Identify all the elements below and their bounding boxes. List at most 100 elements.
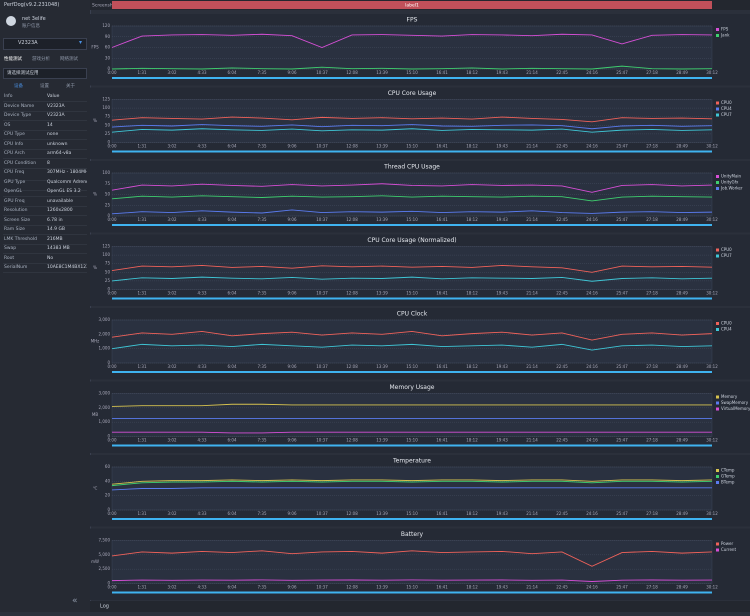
x-tick-label: 18:12 [466,217,478,222]
legend-label: BTemp [721,480,735,485]
info-row: LMK Threshold 216MB [3,235,87,245]
info-key: CPU Info [4,141,24,147]
y-tick-label: 75 [105,181,111,186]
x-tick-label: 13:39 [376,217,388,222]
plot-area [111,99,713,143]
x-tick-label: 19:43 [496,511,508,516]
y-tick-label: 125 [102,244,110,249]
device-select[interactable]: V2323A ▾ [3,38,87,50]
x-tick-label: 24:16 [586,291,598,296]
mode-tab[interactable]: 游戏分析 [32,57,50,62]
y-axis-label: % [93,265,97,270]
log-bar [90,601,750,612]
x-tick-label: 16:41 [436,364,448,369]
x-tick-label: 7:35 [258,144,267,149]
x-tick-label: 30:12 [706,217,718,222]
x-tick-label: 22:45 [556,217,568,222]
x-tick-label: 24:16 [586,364,598,369]
info-value: unavailable [47,198,74,204]
y-tick-label: 0 [107,434,110,439]
charts: Screenshot label1 Log FPS FPS 0 30 60 90 120 0:… [90,0,750,612]
log-button[interactable]: Log [100,604,109,610]
x-tick-label: 12:08 [346,364,358,369]
plot-area [111,466,713,511]
chart-title: Memory Usage [389,384,434,391]
sub-tab[interactable]: 设置 [40,84,49,89]
legend-label: Job.Worker [720,186,743,191]
y-tick-label: 25 [105,131,111,136]
legend-label: CPU7 [721,112,732,117]
info-row: Screen Size 6.78 in [3,216,87,226]
y-tick-label: 50 [105,122,111,127]
legend-swatch [716,254,719,258]
user-name: net 3elife [22,16,46,22]
x-tick-label: 10:37 [316,291,328,296]
y-axis-label: MB [92,412,98,417]
series-line [111,276,713,282]
info-key: GPU Type [4,179,26,185]
x-tick-label: 13:39 [376,364,388,369]
y-tick-label: 2,000 [99,405,111,410]
mode-tab[interactable]: 网络测试 [60,57,78,62]
app-select[interactable]: 请选择测试应用 [3,68,87,79]
time-scrollbar [112,150,712,153]
info-row: Ram Size 14.9 GB [3,225,87,235]
series-line [111,579,713,582]
x-tick-label: 28:49 [676,511,688,516]
info-key: Resolution [4,208,28,213]
y-tick-label: 7,500 [99,538,111,543]
y-tick-label: 75 [105,261,111,266]
legend-label: FPS [721,27,729,32]
legend-swatch [716,475,719,478]
x-tick-label: 27:18 [646,217,658,222]
x-tick-label: 21:14 [526,291,538,296]
series-line [111,65,713,70]
legend-label: CPU7 [721,253,732,258]
legend-swatch [716,34,719,37]
x-tick-label: 6:04 [228,70,237,75]
x-tick-label: 21:14 [526,144,538,149]
series-line [111,128,713,133]
app-select-text: 请选择测试应用 [7,71,39,76]
collapse-button[interactable]: « [72,596,78,606]
x-tick-label: 1:31 [138,585,147,590]
y-axis-label: FPS [91,45,99,50]
x-tick-label: 24:16 [586,511,598,516]
y-tick-label: 0 [107,140,110,145]
x-tick-label: 21:14 [526,217,538,222]
x-tick-label: 19:43 [496,364,508,369]
x-tick-label: 25:47 [616,291,628,296]
info-value: Value [47,94,60,99]
account-link[interactable]: 账户信息 [22,24,40,29]
x-tick-label: 27:18 [646,511,658,516]
x-tick-label: 10:37 [316,511,328,516]
x-tick-label: 22:45 [556,144,568,149]
x-tick-label: 7:35 [258,585,267,590]
series-line [111,124,713,130]
x-tick-label: 7:35 [258,364,267,369]
x-tick-label: 22:45 [556,511,568,516]
info-value: No [47,255,54,261]
x-tick-label: 10:37 [316,585,328,590]
y-tick-label: 25 [105,278,111,283]
sub-tab[interactable]: 关于 [66,84,75,89]
screenshot-label[interactable]: Screenshot [92,3,117,9]
avatar [6,16,16,26]
legend-label: Jank [720,33,730,38]
y-axis-label: ℃ [93,486,98,491]
info-row: Resolution 1260x2800 [3,206,87,216]
plot-area [111,319,713,364]
info-key: OS [4,122,11,128]
x-tick-label: 28:49 [676,364,688,369]
x-tick-label: 6:04 [228,511,237,516]
x-tick-label: 19:43 [496,585,508,590]
sub-tab[interactable]: 设备 [14,84,23,89]
x-tick-label: 18:12 [466,511,478,516]
mode-tab[interactable]: 性能测试 [4,57,22,62]
legend-swatch [716,395,719,399]
x-tick-label: 9:06 [288,217,297,222]
x-tick-label: 22:45 [556,585,568,590]
x-tick-label: 15:10 [406,511,418,516]
x-tick-label: 12:08 [346,585,358,590]
time-scrollbar [112,224,712,226]
